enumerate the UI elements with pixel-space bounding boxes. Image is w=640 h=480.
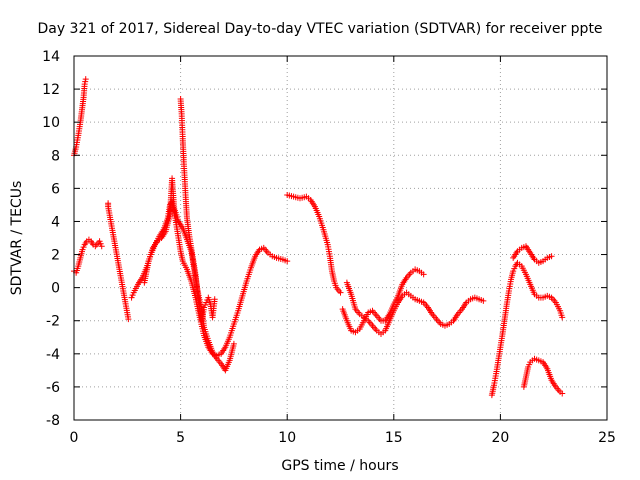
y-tick-label: -2: [46, 314, 60, 330]
series-band-20b: [510, 243, 555, 266]
data-points: [71, 76, 566, 399]
x-tick-label: 10: [278, 430, 296, 446]
x-tick-label: 25: [598, 430, 616, 446]
series-early-spike: [71, 76, 89, 159]
plus-point: [230, 340, 237, 347]
series-early-rise: [71, 236, 105, 276]
y-tick-label: -8: [46, 413, 60, 429]
x-axis-label: GPS time / hours: [281, 458, 398, 474]
y-tick-label: 8: [51, 148, 60, 164]
y-tick-label: 6: [51, 181, 60, 197]
gridlines: [74, 56, 607, 420]
plus-point: [82, 76, 89, 83]
plus-point: [211, 296, 218, 303]
plus-point: [125, 316, 132, 323]
y-tick-label: 14: [42, 49, 60, 65]
x-tick-label: 0: [70, 430, 79, 446]
y-tick-label: -6: [46, 380, 60, 396]
x-tick-label: 5: [176, 430, 185, 446]
axis-ticks: 0 5 10 15 20 25 -8 -6 -4 -2 0 2 4 6 8 10 12 14: [42, 49, 616, 446]
y-tick-label: 12: [42, 82, 60, 98]
plot-frame: [73, 55, 608, 421]
series-main-1: [128, 198, 291, 359]
y-tick-label: 10: [42, 115, 60, 131]
plus-point: [284, 258, 291, 265]
x-tick-label: 15: [385, 430, 403, 446]
series-band-21: [520, 355, 566, 397]
plus-point: [337, 289, 344, 296]
plus-point: [98, 243, 105, 250]
chart-title: Day 321 of 2017, Sidereal Day-to-day VTE…: [37, 21, 602, 37]
y-tick-label: 4: [51, 214, 60, 230]
y-tick-label: 2: [51, 248, 60, 264]
y-axis-label: SDTVAR / TECUs: [9, 181, 25, 296]
y-tick-label: 0: [51, 281, 60, 297]
series-band-10: [284, 191, 344, 296]
plus-point: [480, 297, 487, 304]
x-tick-label: 20: [491, 430, 509, 446]
y-tick-label: -4: [46, 347, 60, 363]
plus-point: [559, 390, 566, 397]
plus-point: [420, 271, 427, 278]
series-isolated: [105, 200, 132, 323]
plus-point: [548, 253, 555, 260]
series-spike-5: [177, 96, 218, 324]
series-band-13b: [343, 279, 487, 337]
series-band-20a: [488, 259, 566, 399]
series-main-2: [141, 175, 237, 374]
plus-point: [559, 314, 566, 321]
